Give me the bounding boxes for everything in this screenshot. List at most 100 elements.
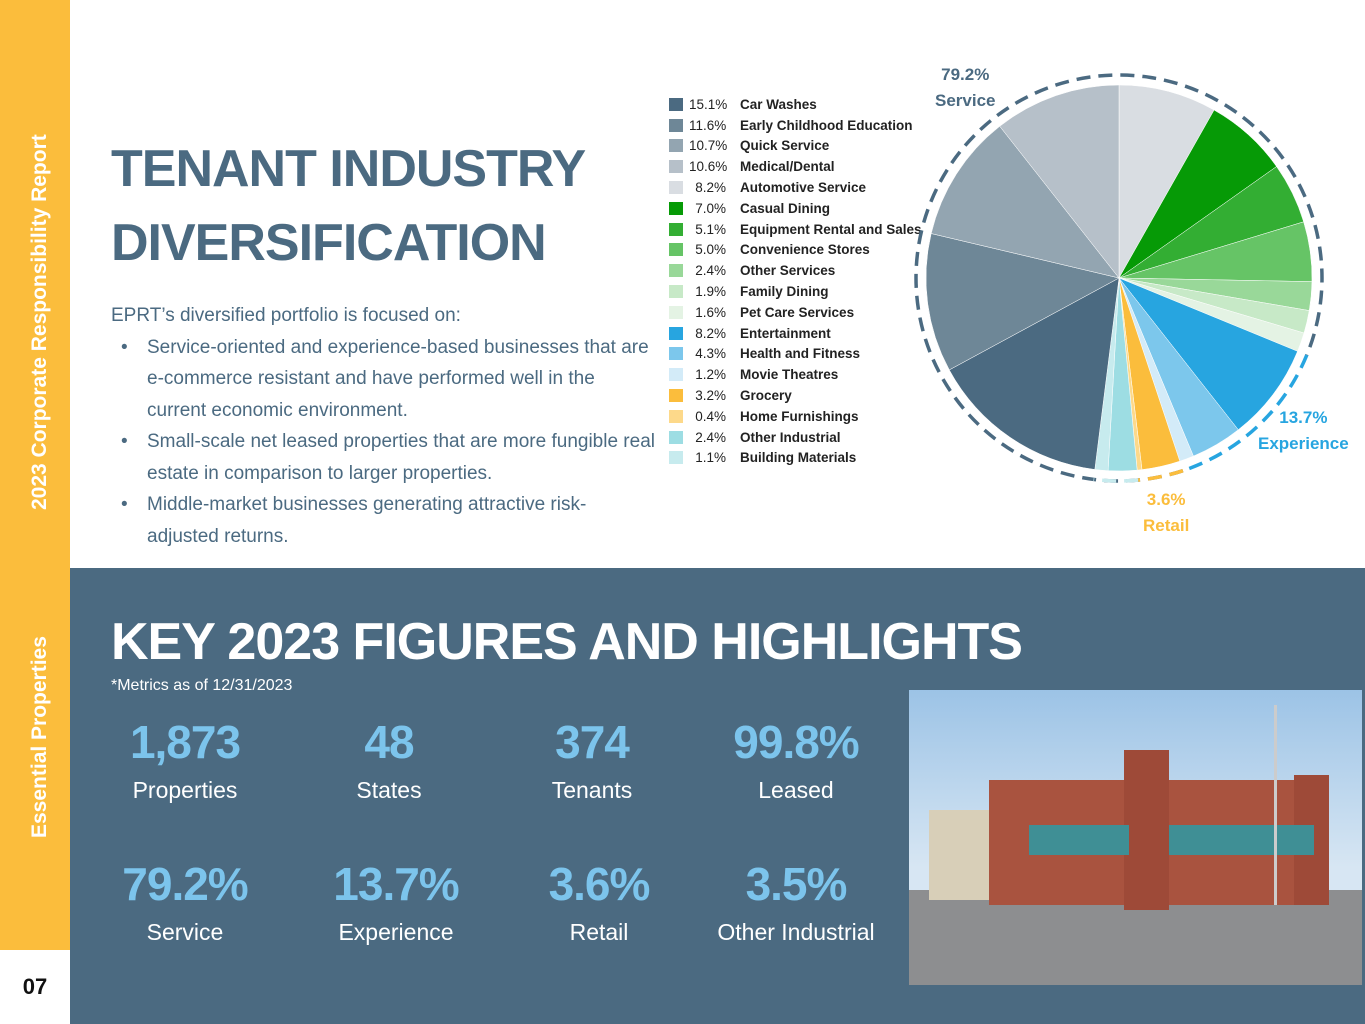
stat-other-industrial: 3.5% Other Industrial	[696, 857, 896, 946]
stat-states: 48 States	[289, 715, 489, 804]
legend-pct: 10.6%	[689, 159, 728, 175]
stat-service: 79.2% Service	[85, 857, 285, 946]
legend-pct: 1.6%	[695, 304, 726, 320]
pie-slice-automotive-service	[1118, 84, 1215, 279]
legend-label: Pet Care Services	[740, 304, 855, 320]
legend-item: 2.4% Other Services	[669, 260, 922, 281]
stat-value: 1,873	[129, 716, 241, 768]
legend-swatch	[669, 181, 683, 195]
legend-label: Automotive Service	[740, 180, 867, 196]
legend-label: Home Furnishings	[740, 408, 859, 424]
title-line: TENANT INDUSTRY	[111, 140, 586, 198]
stat-label: Other Industrial	[717, 919, 875, 945]
pie-slice-car-washes	[948, 277, 1120, 470]
sidebar: 2023 Corporate Responsibility Report Ess…	[0, 0, 70, 950]
legend-item: 4.3% Health and Fitness	[669, 344, 922, 365]
legend-label: Equipment Rental and Sales	[740, 221, 922, 237]
legend-label: Quick Service	[740, 138, 830, 154]
bullet: Service-oriented and experience-based bu…	[121, 332, 656, 427]
group-label-experience: 13.7% Experience	[1258, 405, 1349, 457]
legend-swatch	[669, 430, 683, 444]
stat-experience: 13.7% Experience	[296, 857, 496, 946]
pie-chart	[914, 73, 1324, 483]
legend-pct: 3.2%	[695, 388, 726, 404]
stat-label: Service	[146, 919, 224, 945]
legend-item: 5.1% Equipment Rental and Sales	[669, 219, 922, 240]
legend-swatch	[669, 326, 683, 340]
legend-label: Casual Dining	[740, 200, 831, 216]
chart-legend: 15.1% Car Washes 11.6% Early Childhood Educ…	[669, 94, 922, 468]
legend-item: 10.7% Quick Service	[669, 136, 922, 157]
legend-pct: 10.7%	[689, 138, 728, 154]
legend-swatch	[669, 201, 683, 215]
stat-value: 79.2%	[122, 858, 248, 910]
legend-pct: 1.9%	[695, 284, 726, 300]
legend-swatch	[669, 118, 683, 132]
restaurant-photo	[909, 690, 1362, 985]
legend-pct: 1.1%	[695, 450, 726, 466]
legend-pct: 15.1%	[689, 96, 728, 112]
industrial-ring	[1093, 477, 1139, 483]
metrics-note: *Metrics as of 12/31/2023	[111, 677, 293, 694]
highlights-title: KEY 2023 FIGURES AND HIGHLIGHTS	[111, 613, 1023, 671]
legend-item: 0.4% Home Furnishings	[669, 406, 922, 427]
intro-lead: EPRT’s diversified portfolio is focused …	[111, 305, 461, 326]
legend-swatch	[669, 368, 683, 382]
legend-pct: 11.6%	[689, 117, 727, 133]
legend-swatch	[669, 160, 683, 174]
legend-pct: 7.0%	[695, 200, 726, 216]
page-title: TENANT INDUSTRY DIVERSIFICATION	[111, 132, 586, 280]
legend-pct: 0.4%	[695, 408, 726, 424]
stat-label: Tenants	[551, 777, 633, 803]
legend-item: 1.1% Building Materials	[669, 448, 922, 469]
legend-item: 15.1% Car Washes	[669, 94, 922, 115]
legend-label: Other Services	[740, 263, 836, 279]
bullet: Small-scale net leased properties that a…	[121, 426, 656, 489]
legend-pct: 4.3%	[695, 346, 726, 362]
retail-ring	[1137, 469, 1184, 482]
legend-item: 11.6% Early Childhood Education	[669, 115, 922, 136]
bullet: Middle-market businesses generating attr…	[121, 489, 656, 552]
stat-properties: 1,873 Properties	[85, 715, 285, 804]
legend-label: Early Childhood Education	[740, 117, 913, 133]
legend-swatch	[669, 243, 683, 257]
stat-tenants: 374 Tenants	[492, 715, 692, 804]
legend-item: 10.6% Medical/Dental	[669, 156, 922, 177]
legend-label: Movie Theatres	[740, 367, 839, 383]
legend-label: Medical/Dental	[740, 159, 835, 175]
legend-label: Health and Fitness	[740, 346, 861, 362]
legend-pct: 5.0%	[695, 242, 726, 258]
legend-label: Car Washes	[740, 96, 817, 112]
legend-label: Other Industrial	[740, 429, 841, 445]
group-pct: 3.6%	[1146, 490, 1186, 509]
legend-pct: 8.2%	[695, 180, 726, 196]
group-name: Retail	[1143, 516, 1190, 535]
legend-item: 3.2% Grocery	[669, 385, 922, 406]
group-pct: 13.7%	[1279, 408, 1328, 427]
legend-pct: 1.2%	[695, 367, 726, 383]
legend-swatch	[669, 264, 683, 278]
stat-label: Leased	[758, 777, 834, 803]
stat-value: 3.5%	[745, 858, 848, 910]
group-label-retail: 3.6% Retail	[1143, 487, 1189, 539]
legend-label: Convenience Stores	[740, 242, 870, 258]
stat-value: 374	[555, 716, 630, 768]
legend-swatch	[669, 222, 683, 236]
page-number: 07	[0, 950, 70, 1024]
legend-item: 1.9% Family Dining	[669, 281, 922, 302]
legend-swatch	[669, 409, 683, 423]
legend-pct: 2.4%	[695, 429, 726, 445]
stat-value: 13.7%	[333, 858, 459, 910]
legend-swatch	[669, 305, 683, 319]
legend-swatch	[669, 285, 683, 299]
legend-pct: 5.1%	[695, 221, 726, 237]
report-title: 2023 Corporate Responsibility Report	[28, 134, 51, 510]
stat-value: 48	[364, 716, 414, 768]
legend-label: Building Materials	[740, 450, 857, 466]
legend-item: 8.2% Automotive Service	[669, 177, 922, 198]
legend-label: Grocery	[740, 388, 792, 404]
title-line: DIVERSIFICATION	[111, 214, 547, 272]
stat-leased: 99.8% Leased	[696, 715, 896, 804]
stat-value: 99.8%	[733, 716, 859, 768]
stat-retail: 3.6% Retail	[499, 857, 699, 946]
